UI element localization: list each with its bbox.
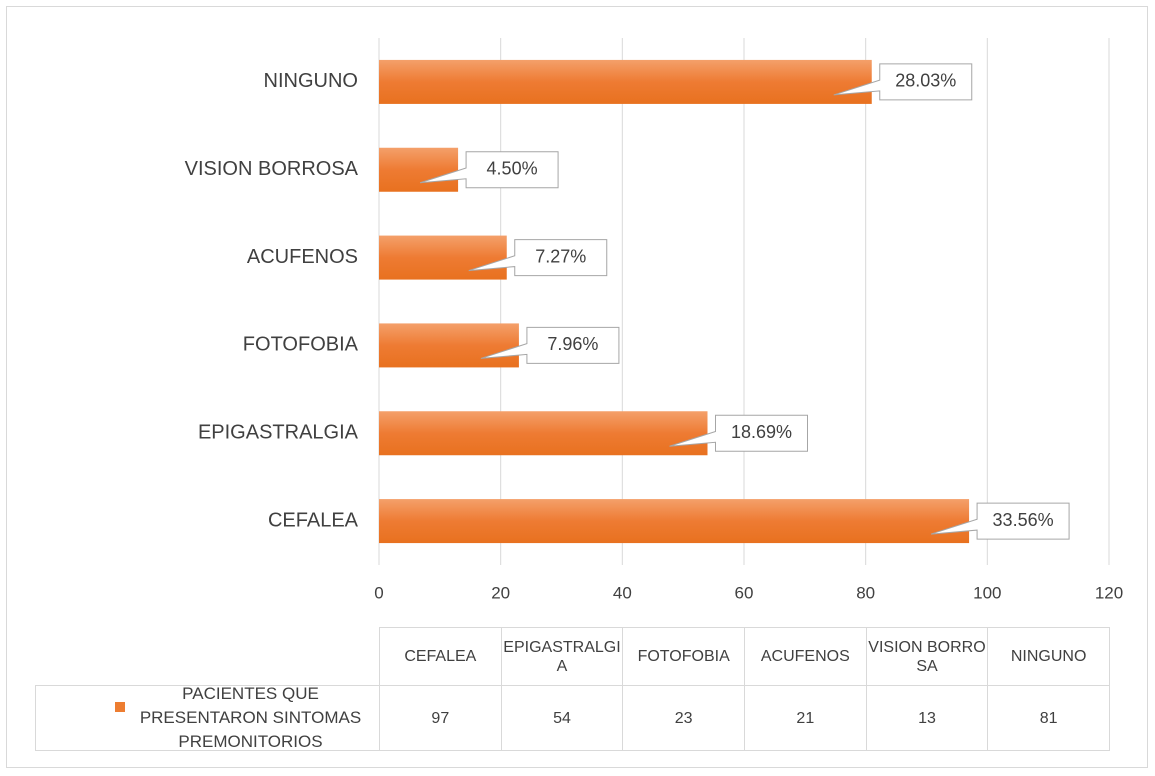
data-label: 28.03%	[895, 71, 956, 91]
x-tick-label: 40	[613, 583, 632, 602]
data-label: 18.69%	[731, 422, 792, 442]
table-header: NINGUNO	[987, 627, 1110, 686]
table-value: 54	[500, 685, 624, 751]
data-label: 4.50%	[487, 159, 538, 179]
table-header: ACUFENOS	[744, 627, 867, 686]
bar	[379, 59, 872, 104]
table-header: CEFALEA	[379, 627, 502, 686]
data-label-callout	[480, 326, 620, 364]
y-tick-label: NINGUNO	[264, 70, 358, 92]
y-tick-label: ACUFENOS	[247, 246, 358, 268]
table-value: 21	[744, 685, 867, 751]
legend-swatch	[115, 702, 125, 712]
table-value: 13	[865, 685, 989, 751]
data-label-callout	[833, 63, 973, 101]
data-label: 7.96%	[547, 334, 598, 354]
x-tick-label: 80	[856, 583, 875, 602]
y-tick-label: CEFALEA	[268, 509, 359, 531]
table-value: 81	[987, 685, 1110, 751]
y-tick-label: EPIGASTRALGIA	[198, 422, 359, 444]
data-label-callout	[419, 151, 559, 189]
data-label: 33.56%	[993, 510, 1054, 530]
table-value: 23	[622, 685, 745, 751]
x-tick-label: 0	[374, 583, 383, 602]
legend-label: PACIENTES QUE PRESENTARON SINTOMAS PREMO…	[139, 684, 362, 751]
table-header: FOTOFOBIA	[622, 627, 745, 686]
bar	[379, 323, 519, 368]
bar	[379, 411, 708, 456]
bar	[379, 499, 970, 544]
data-label-callout	[669, 414, 808, 452]
data-label-callout	[930, 502, 1070, 540]
x-tick-label: 100	[973, 583, 1001, 602]
x-tick-label: 60	[735, 583, 754, 602]
table-header: VISION BORROSA	[865, 627, 989, 686]
table-header: EPIGASTRALGIA	[500, 627, 624, 686]
data-label: 7.27%	[535, 246, 586, 266]
table-value: 97	[379, 685, 502, 751]
y-tick-label: FOTOFOBIA	[243, 334, 359, 356]
y-tick-label: VISION BORROSA	[185, 158, 359, 180]
x-tick-label: 20	[491, 583, 510, 602]
bar	[379, 147, 459, 192]
data-label-callout	[468, 239, 608, 277]
legend-cell: PACIENTES QUE PRESENTARON SINTOMAS PREMO…	[35, 684, 380, 751]
chart-border	[6, 6, 1148, 768]
x-tick-label: 120	[1095, 583, 1123, 602]
bar	[379, 235, 507, 280]
